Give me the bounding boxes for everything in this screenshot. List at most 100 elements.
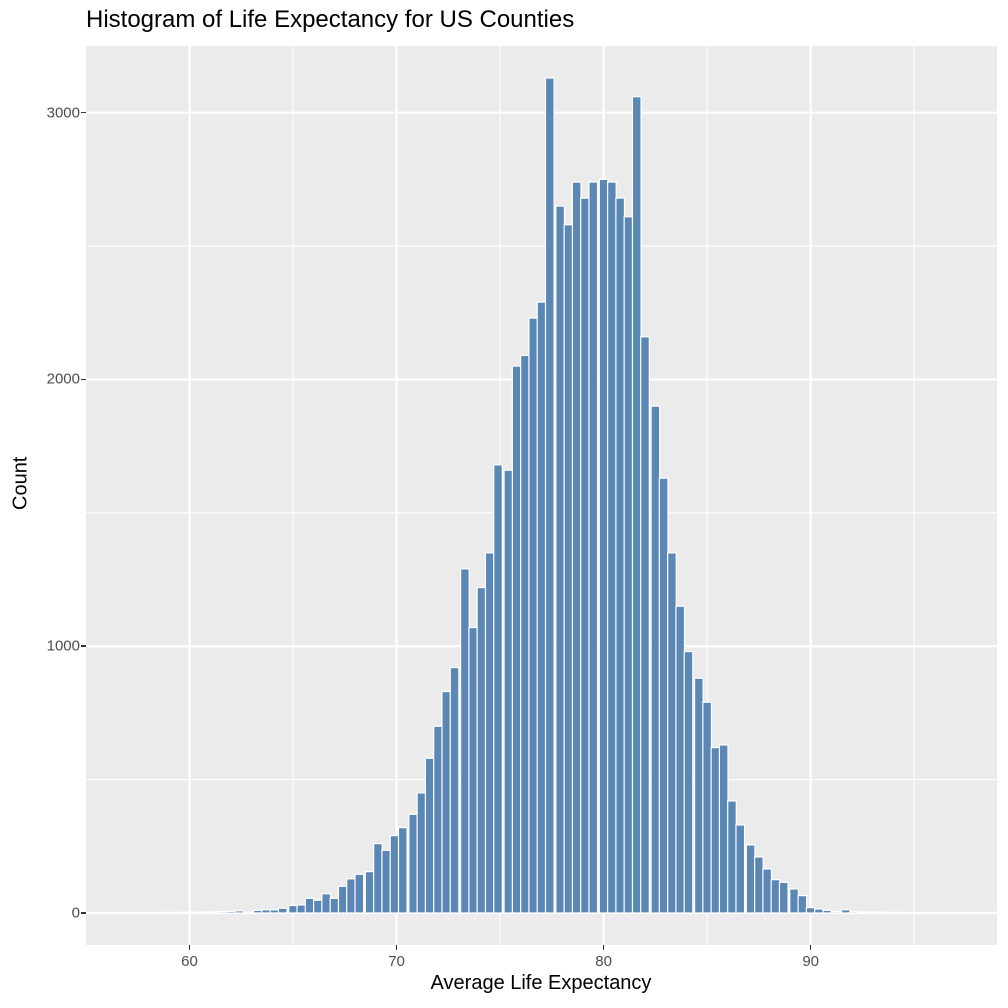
histogram-bar (778, 881, 789, 914)
y-tick-label: 0 (71, 904, 80, 922)
histogram-bar (389, 835, 400, 914)
histogram-bar (192, 911, 203, 914)
histogram-bar (865, 911, 876, 914)
histogram-bar (296, 904, 307, 914)
histogram-bar (555, 205, 566, 914)
histogram-bar (822, 909, 833, 914)
histogram-bar (321, 893, 332, 914)
histogram-bar (702, 701, 713, 914)
histogram-bar (631, 96, 642, 914)
histogram-bar (797, 895, 808, 914)
histogram-bar (288, 904, 298, 914)
histogram-bar (503, 469, 514, 914)
histogram-bar (588, 181, 599, 914)
y-tick-label: 2000 (46, 370, 80, 388)
histogram-bar (615, 197, 626, 914)
histogram-bar (563, 224, 574, 914)
histogram-bar (693, 677, 704, 914)
histogram-bar (511, 365, 522, 914)
histogram-bar (814, 908, 824, 914)
histogram-bar (484, 552, 495, 914)
histogram-bar (520, 354, 530, 914)
y-tick-mark (81, 912, 86, 914)
x-axis-label: Average Life Expectancy (430, 972, 652, 994)
histogram-bar (874, 911, 884, 914)
histogram-bar (754, 856, 764, 914)
histogram-bar (354, 873, 365, 914)
histogram-bar (805, 907, 816, 914)
x-tick-mark (395, 945, 398, 950)
histogram-bar (277, 907, 288, 914)
histogram-bar (252, 909, 263, 914)
histogram-bar (675, 605, 686, 914)
histogram-bar (580, 197, 590, 914)
histogram-bar (304, 897, 315, 914)
x-tick-label: 70 (388, 953, 405, 970)
chart-title: Histogram of Life Expectancy for US Coun… (86, 6, 575, 33)
histogram-bar (683, 650, 694, 914)
histogram-bar (234, 910, 245, 914)
histogram-bar (174, 911, 185, 914)
histogram-bar (433, 725, 443, 914)
histogram-bar (408, 813, 419, 914)
histogram-bar (157, 911, 168, 914)
histogram-bar (165, 911, 176, 914)
histogram-bar (459, 568, 470, 914)
histogram-bar (830, 911, 841, 914)
histogram-bar (346, 878, 356, 914)
histogram-bar (201, 911, 211, 914)
histogram-bar (667, 552, 677, 914)
y-tick-mark (81, 111, 86, 114)
x-tick-label: 60 (181, 953, 198, 970)
y-tick-label: 1000 (46, 637, 80, 655)
y-tick-label: 3000 (46, 104, 80, 122)
histogram-bar (373, 843, 383, 914)
histogram-bar (424, 757, 435, 914)
histogram-bar (329, 897, 340, 914)
x-tick-mark (602, 945, 605, 950)
histogram-bar (528, 317, 539, 914)
histogram-bar (745, 844, 756, 914)
histogram-bar (840, 909, 851, 914)
y-tick-mark (81, 378, 86, 381)
histogram-bar (598, 178, 609, 914)
histogram-bar (364, 871, 375, 914)
histogram-bar (536, 301, 547, 914)
histogram-bar (762, 868, 773, 914)
histogram-bar (884, 911, 895, 914)
histogram-bar (650, 405, 661, 914)
histogram-bar (441, 690, 452, 914)
histogram-bar (476, 586, 487, 914)
histogram-bar (449, 666, 460, 914)
y-axis-label: Count (9, 456, 32, 510)
histogram-bar (261, 909, 272, 914)
histogram-bar (718, 744, 729, 914)
histogram-bar (571, 181, 582, 914)
histogram-bar (493, 464, 503, 914)
histogram-bar (640, 336, 650, 914)
histogram-bar (209, 911, 220, 914)
histogram-bar (727, 800, 737, 914)
histogram-bar (381, 849, 392, 914)
x-tick-label: 90 (802, 953, 819, 970)
x-tick-label: 80 (595, 953, 612, 970)
histogram-bar (658, 477, 669, 914)
x-tick-mark (809, 945, 812, 950)
histogram-bar (849, 911, 860, 914)
histogram-bar (710, 746, 721, 914)
histogram-bar (892, 911, 903, 914)
histogram-bar (244, 911, 255, 914)
histogram-bar (544, 77, 555, 914)
histogram-bar (468, 626, 479, 914)
y-tick-mark (81, 645, 86, 647)
x-tick-mark (188, 945, 191, 950)
histogram-bar (416, 792, 427, 914)
histogram-bar (226, 910, 236, 914)
histogram-bar (623, 216, 634, 914)
histogram-bar (337, 885, 348, 914)
histogram-bar (770, 879, 781, 914)
histogram-bar (182, 911, 193, 914)
histogram-bar (857, 911, 868, 914)
histogram-bar (789, 888, 799, 914)
